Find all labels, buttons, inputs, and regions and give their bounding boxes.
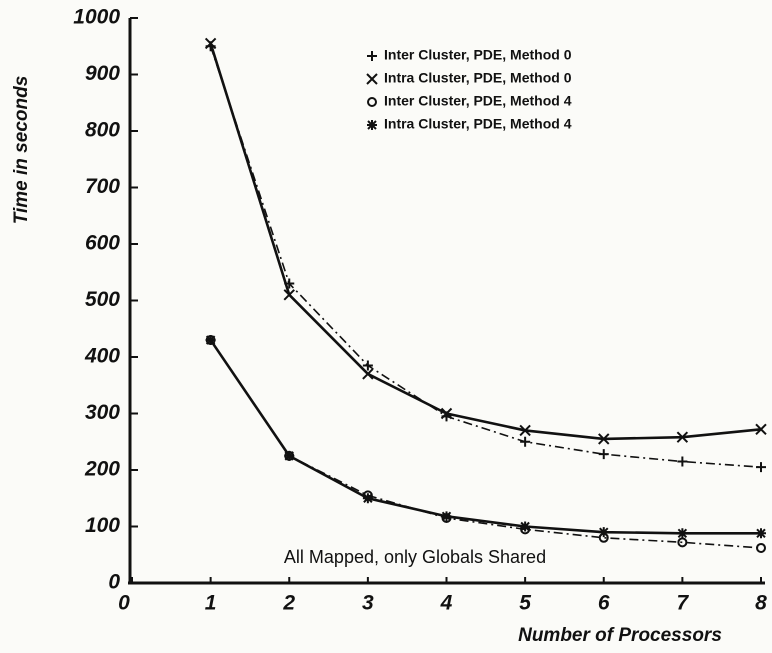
marker-shape — [362, 360, 373, 371]
marker-shape — [205, 335, 216, 346]
legend-label: Intra Cluster, PDE, Method 0 — [384, 70, 572, 86]
marker-shape — [366, 73, 378, 85]
marker — [440, 407, 453, 420]
marker — [677, 456, 688, 467]
legend-label: Inter Cluster, PDE, Method 4 — [384, 93, 572, 109]
x-tick-label: 4 — [440, 592, 453, 615]
y-tick-label: 200 — [84, 458, 120, 481]
marker — [520, 521, 531, 532]
marker-shape — [677, 456, 688, 467]
x-tick-label: 5 — [519, 592, 531, 615]
annotation: All Mapped, only Globals Shared — [284, 547, 546, 567]
marker — [598, 433, 610, 445]
marker — [441, 511, 452, 522]
marker — [598, 527, 609, 538]
y-tick-label: 800 — [85, 119, 120, 142]
x-axis-label: Number of Processors — [518, 625, 722, 646]
marker — [520, 436, 531, 447]
x-tick-label: 7 — [677, 592, 690, 615]
marker-shape — [520, 436, 531, 447]
marker — [204, 37, 217, 50]
marker-shape — [362, 368, 374, 380]
series-line — [209, 339, 762, 549]
y-tick-label: 300 — [85, 401, 120, 424]
y-axis-label: Time in seconds — [11, 76, 32, 225]
legend-label: Intra Cluster, PDE, Method 4 — [384, 116, 572, 132]
marker-shape — [367, 51, 377, 61]
y-tick-label: 700 — [85, 175, 120, 198]
legend-label: Inter Cluster, PDE, Method 0 — [384, 47, 572, 63]
x-tick-label: 0 — [118, 592, 130, 615]
marker-shape — [441, 511, 452, 522]
y-tick-label: 0 — [108, 571, 120, 594]
marker-shape — [598, 449, 609, 460]
series-line — [209, 339, 761, 535]
y-tick-label: 1000 — [73, 6, 120, 29]
x-tick-label: 1 — [205, 592, 217, 615]
marker — [756, 542, 766, 553]
marker — [677, 537, 688, 548]
marker — [598, 449, 609, 460]
x-tick-label: 6 — [598, 592, 610, 615]
y-tick-label: 500 — [85, 288, 120, 311]
series-line — [209, 43, 762, 441]
marker-shape — [598, 433, 610, 445]
marker — [519, 424, 531, 437]
marker-shape — [756, 542, 766, 553]
marker — [755, 423, 767, 436]
marker-shape — [756, 462, 766, 473]
marker — [362, 493, 373, 504]
marker-shape — [677, 528, 688, 539]
series-line — [209, 45, 762, 468]
x-tick-label: 2 — [282, 592, 295, 615]
marker-shape — [519, 424, 531, 437]
marker — [677, 528, 688, 539]
y-tick-label: 400 — [84, 345, 120, 368]
marker — [362, 368, 374, 380]
marker-shape — [755, 423, 767, 436]
marker — [367, 97, 377, 107]
marker — [756, 528, 766, 539]
x-tick-label: 8 — [755, 592, 767, 615]
marker — [205, 335, 216, 346]
marker-shape — [283, 289, 295, 301]
y-tick-label: 100 — [85, 514, 120, 537]
marker-shape — [756, 528, 766, 539]
marker-shape — [520, 521, 531, 532]
y-tick-label: 900 — [85, 62, 120, 85]
marker-shape — [204, 37, 217, 50]
marker — [756, 462, 766, 473]
marker-shape — [676, 431, 689, 443]
marker — [676, 431, 689, 443]
marker-shape — [598, 527, 609, 538]
marker-shape — [367, 120, 377, 130]
marker — [362, 360, 373, 371]
marker — [284, 450, 295, 461]
marker — [367, 120, 377, 130]
marker-shape — [677, 537, 688, 548]
marker — [366, 73, 378, 85]
marker — [283, 289, 295, 301]
y-tick-label: 600 — [85, 232, 120, 255]
marker-shape — [440, 407, 453, 420]
x-tick-label: 3 — [362, 592, 374, 615]
marker-shape — [367, 97, 377, 107]
marker — [367, 51, 377, 61]
marker-shape — [284, 450, 295, 461]
marker-shape — [362, 493, 373, 504]
